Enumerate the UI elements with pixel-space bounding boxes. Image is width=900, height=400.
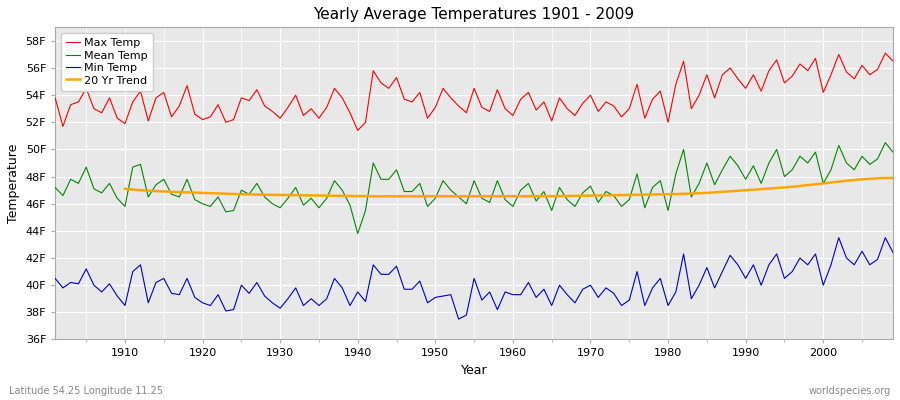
Max Temp [608,104,619,108]
20 Yr Trend [818,181,829,186]
Min Temp [454,317,464,322]
Line: Max Temp: Max Temp [55,53,893,130]
Min Temp [516,292,526,297]
Min Temp [112,294,122,298]
Min Temp [283,296,293,301]
Min Temp [50,276,60,281]
Max Temp [50,96,60,100]
Line: Mean Temp: Mean Temp [55,143,893,234]
Max Temp [508,113,518,118]
Max Temp [880,51,891,56]
Max Temp [516,97,526,102]
Max Temp [283,105,293,110]
Title: Yearly Average Temperatures 1901 - 2009: Yearly Average Temperatures 1901 - 2009 [313,7,634,22]
20 Yr Trend [122,187,133,192]
Max Temp [352,128,363,133]
Mean Temp [508,204,518,209]
Max Temp [112,116,122,121]
Mean Temp [283,196,293,201]
Mean Temp [516,188,526,192]
Min Temp [887,250,898,255]
Mean Temp [50,185,60,190]
Max Temp [887,59,898,64]
Mean Temp [112,196,122,201]
20 Yr Trend [770,186,780,190]
Y-axis label: Temperature: Temperature [7,144,20,223]
Mean Temp [352,231,363,236]
20 Yr Trend [592,193,603,198]
Line: 20 Yr Trend: 20 Yr Trend [125,178,893,196]
Min Temp [329,276,340,281]
Mean Temp [608,193,619,198]
Text: worldspecies.org: worldspecies.org [809,386,891,396]
Mean Temp [880,140,891,145]
Min Temp [833,235,844,240]
X-axis label: Year: Year [461,364,488,377]
Mean Temp [887,150,898,154]
20 Yr Trend [577,193,588,198]
Text: Latitude 54.25 Longitude 11.25: Latitude 54.25 Longitude 11.25 [9,386,163,396]
Min Temp [608,291,619,296]
20 Yr Trend [887,176,898,180]
Min Temp [508,292,518,297]
Line: Min Temp: Min Temp [55,238,893,319]
Max Temp [329,86,340,91]
Legend: Max Temp, Mean Temp, Min Temp, 20 Yr Trend: Max Temp, Mean Temp, Min Temp, 20 Yr Tre… [60,33,153,91]
20 Yr Trend [580,193,590,198]
Mean Temp [329,178,340,183]
20 Yr Trend [120,186,130,191]
20 Yr Trend [531,194,542,199]
